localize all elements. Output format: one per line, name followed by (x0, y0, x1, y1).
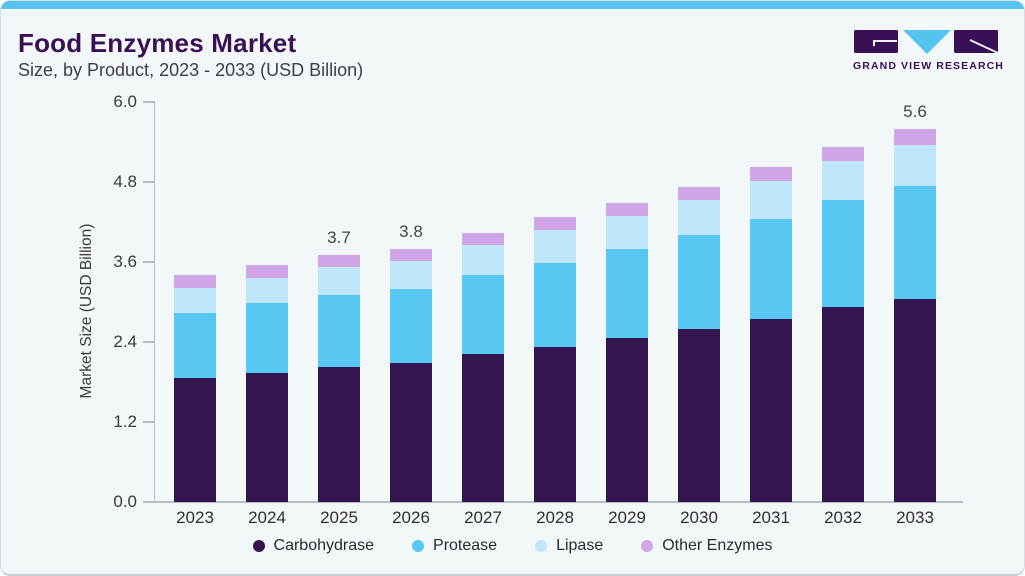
bar-2024-other-enzymes (246, 264, 288, 278)
y-tick-label: 3.6 (113, 252, 137, 271)
bar-2029-carbohydrase (606, 338, 648, 502)
x-axis-label-2028: 2028 (536, 508, 574, 527)
x-axis-label-2031: 2031 (752, 508, 790, 527)
bar-2026-protease (390, 288, 432, 363)
gvr-logo-mark (854, 30, 999, 54)
x-axis-label-2023: 2023 (176, 508, 214, 527)
legend-dot-carbohydrase (252, 540, 265, 552)
legend-label-protease: Protease (433, 537, 498, 554)
x-axis-label-2024: 2024 (248, 508, 286, 527)
legend-item-lipase: Lipase (535, 537, 603, 555)
page-subtitle: Size, by Product, 2023 - 2033 (USD Billi… (18, 60, 364, 80)
bar-2027-lipase (462, 244, 504, 276)
legend-dot-lipase (535, 540, 548, 552)
x-axis-label-2027: 2027 (464, 508, 502, 527)
x-axis-line (143, 501, 963, 503)
y-tick (143, 341, 155, 343)
bar-2033-protease (894, 186, 936, 299)
bar-2027-other-enzymes (462, 232, 504, 245)
y-tick-label: 0.0 (113, 492, 137, 511)
legend-item-carbohydrase: Carbohydrase (252, 537, 375, 555)
x-axis-label-2033: 2033 (896, 508, 934, 527)
y-tick (143, 421, 155, 423)
x-axis-label-2026: 2026 (392, 508, 430, 527)
y-tick-label: 2.4 (113, 332, 137, 351)
grand-view-research-logo: GRAND VIEW RESEARCH (853, 28, 1004, 72)
bar-2031-protease (750, 218, 792, 319)
bar-2023-protease (174, 312, 216, 378)
bar-2023-carbohydrase (174, 378, 216, 502)
legend-label-carbohydrase: Carbohydrase (273, 537, 375, 554)
bar-2023-other-enzymes (174, 275, 216, 288)
logo-r-slash (969, 39, 999, 54)
bar-2024-lipase (246, 278, 288, 304)
y-axis-line (153, 102, 155, 502)
y-tick (143, 181, 155, 183)
bar-2033-other-enzymes (894, 128, 936, 146)
bar-2025-protease (318, 294, 360, 367)
bar-2023-lipase (174, 288, 216, 313)
y-tick (143, 101, 155, 103)
legend-label-lipase: Lipase (556, 537, 604, 554)
bar-2031-carbohydrase (750, 318, 792, 502)
legend-dot-protease (412, 540, 425, 552)
total-label-2025: 3.7 (327, 228, 351, 248)
x-axis-label-2030: 2030 (680, 508, 718, 527)
bar-2030-protease (678, 234, 720, 329)
logo-g-notch (873, 40, 897, 46)
logo-v-triangle (903, 30, 951, 54)
bar-2030-carbohydrase (678, 328, 720, 502)
legend-item-protease: Protease (412, 537, 497, 555)
legend-item-other-enzymes: Other Enzymes (641, 537, 772, 555)
bar-2033-carbohydrase (894, 298, 936, 502)
bar-2026-carbohydrase (390, 362, 432, 502)
y-tick-label: 1.2 (113, 412, 137, 431)
bar-2029-lipase (606, 216, 648, 250)
bar-2024-protease (246, 303, 288, 373)
bar-2030-lipase (678, 200, 720, 235)
y-tick-label: 6.0 (113, 92, 137, 111)
bar-2028-other-enzymes (534, 217, 576, 230)
bar-2028-protease (534, 262, 576, 347)
y-tick-label: 4.8 (113, 172, 137, 191)
page-title: Food Enzymes Market (18, 28, 297, 58)
bar-2025-lipase (318, 267, 360, 295)
x-axis-label-2029: 2029 (608, 508, 646, 527)
bar-2029-other-enzymes (606, 202, 648, 216)
bar-2026-other-enzymes (390, 248, 432, 261)
logo-text: GRAND VIEW RESEARCH (853, 60, 1004, 72)
bar-2027-protease (462, 275, 504, 354)
bar-2025-other-enzymes (318, 255, 360, 268)
bar-2030-other-enzymes (678, 186, 720, 200)
bar-2024-carbohydrase (246, 372, 288, 502)
top-accent-bar (1, 1, 1024, 9)
bar-2028-lipase (534, 230, 576, 263)
bar-2027-carbohydrase (462, 354, 504, 502)
y-tick (143, 261, 155, 263)
total-label-2026: 3.8 (399, 221, 423, 241)
bar-2032-carbohydrase (822, 307, 864, 502)
bar-2029-protease (606, 249, 648, 338)
bar-2032-lipase (822, 160, 864, 200)
x-axis-label-2032: 2032 (824, 508, 862, 527)
bar-2028-carbohydrase (534, 346, 576, 502)
bar-2032-other-enzymes (822, 146, 864, 161)
bar-2031-other-enzymes (750, 167, 792, 182)
x-axis-label-2025: 2025 (320, 508, 358, 527)
bar-2031-lipase (750, 181, 792, 219)
total-label-2033: 5.6 (903, 101, 927, 121)
bar-2025-carbohydrase (318, 366, 360, 502)
bar-2026-lipase (390, 260, 432, 289)
legend-label-other-enzymes: Other Enzymes (662, 537, 773, 554)
y-axis-title: Market Size (USD Billion) (78, 223, 95, 399)
bar-2033-lipase (894, 145, 936, 186)
chart-legend: Carbohydrase Protease Lipase Other Enzymes (1, 537, 1024, 555)
bar-2032-protease (822, 200, 864, 308)
legend-dot-other-enzymes (641, 540, 654, 552)
